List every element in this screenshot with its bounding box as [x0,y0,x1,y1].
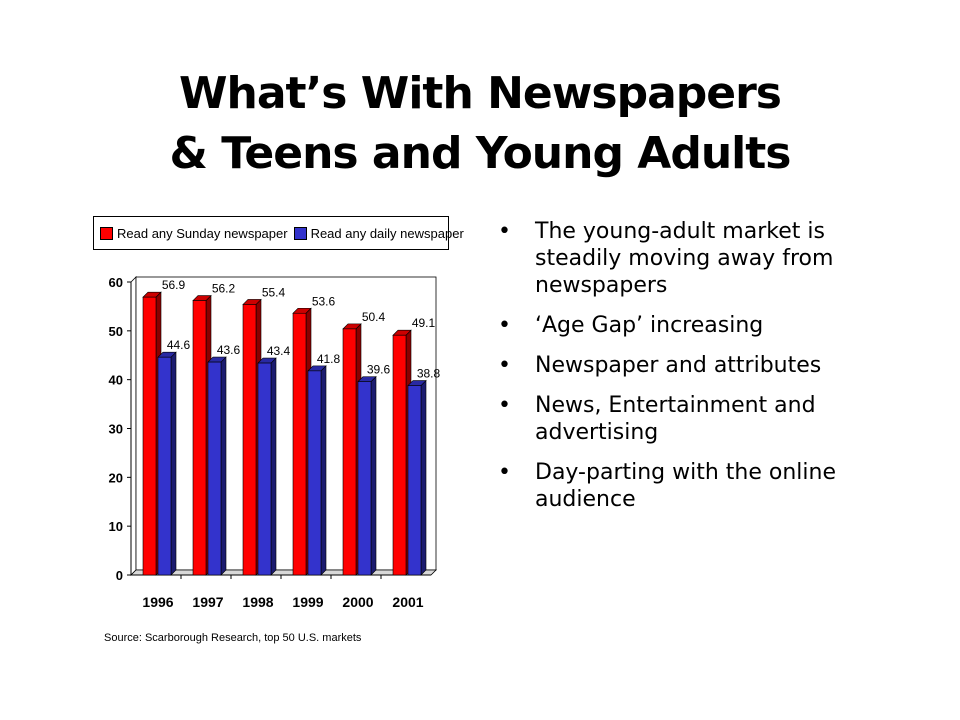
chart-legend: Read any Sunday newspaper Read any daily… [93,216,464,250]
x-tick-label: 1996 [142,594,173,610]
legend-label-sunday: Read any Sunday newspaper [117,225,288,241]
title-line-2: & Teens and Young Adults [169,128,792,179]
bullet-item: • ‘Age Gap’ increasing [495,312,895,339]
bullet-dot: • [498,460,511,485]
bar-sunday [242,304,257,576]
bar-chart: 0 10 20 30 40 50 60 1996 56.9 44.6 1997 56.2 43.6 199… [109,275,441,610]
y-tick-label: 20 [109,470,123,485]
bullet-item: • News, Entertainment and advertising [495,392,895,446]
data-label: 53.6 [312,294,336,308]
data-label: 44.6 [167,338,191,352]
x-tick-label: 1998 [242,594,273,610]
chart-floor [130,569,437,576]
legend-swatch-daily [293,226,307,240]
legend-label-daily: Read any daily newspaper [310,225,464,241]
chart-back-wall [135,276,437,571]
legend-item-sunday: Read any Sunday newspaper [100,226,288,241]
bullet-item: • The young-adult market is steadily movi… [495,218,895,299]
y-tick-label: 40 [109,373,123,388]
bar-sunday [292,312,307,576]
data-label: 38.8 [417,367,441,381]
bullet-dot: • [498,313,511,338]
bullet-dot: • [498,393,511,418]
bar-sunday [392,334,407,576]
data-label: 43.4 [267,344,291,358]
bar-daily [157,356,172,576]
bar-side [420,379,427,576]
bar-side [220,356,227,576]
bar-sunday [192,300,207,576]
bullet-item: • Day-parting with the online audience [495,459,895,513]
bullet-text: Day-parting with the online audience [535,460,836,512]
x-tick-label: 1997 [192,594,223,610]
data-label: 56.9 [162,278,186,292]
x-tick-label: 2001 [392,594,423,610]
y-tick-label: 60 [109,275,123,290]
data-label: 39.6 [367,363,391,377]
bar-daily [307,370,322,576]
x-tick-label: 2000 [342,594,373,610]
data-label: 55.4 [262,285,286,299]
chart-side-wall [130,276,137,576]
data-label: 43.6 [217,343,241,357]
x-tick-label: 1999 [292,594,323,610]
bullet-dot: • [498,353,511,378]
bar-side [370,375,377,576]
bar-daily [257,362,272,576]
data-label: 50.4 [362,310,386,324]
bullet-text: Newspaper and attributes [535,353,822,378]
legend-swatch-sunday [100,226,113,240]
bar-sunday [342,328,357,576]
bullet-item: • Newspaper and attributes [495,352,895,379]
data-label: 49.1 [412,316,436,330]
bar-side [320,365,327,576]
bullet-list: • The young-adult market is steadily movi… [495,218,895,526]
data-label: 56.2 [212,282,236,296]
bar-side [270,357,277,576]
bullet-text: News, Entertainment and advertising [535,393,816,445]
data-label: 41.8 [317,352,341,366]
y-tick-label: 50 [109,324,123,339]
slide-title: What’s With Newspapers & Teens and Young… [40,64,920,184]
bar-daily [207,361,222,576]
bar-side [170,351,177,576]
legend-item-daily: Read any daily newspaper [293,225,464,241]
y-tick-label: 10 [109,519,123,534]
bullet-text: The young-adult market is steadily movin… [535,219,834,298]
bar-daily [407,385,422,576]
bar-sunday [142,296,157,576]
source-note: Source: Scarborough Research, top 50 U.S… [104,632,362,644]
bullet-text: ‘Age Gap’ increasing [535,313,764,338]
y-tick-label: 0 [116,568,123,583]
bar-daily [357,381,372,576]
title-line-1: What’s With Newspapers [178,68,782,119]
y-tick-label: 30 [109,422,123,437]
bullet-dot: • [498,219,511,244]
